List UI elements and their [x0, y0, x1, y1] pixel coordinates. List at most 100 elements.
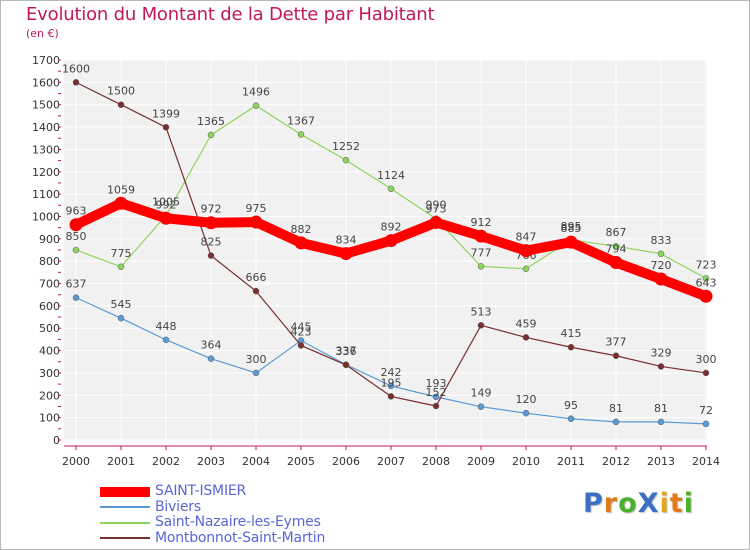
- logo-letter: o: [618, 488, 638, 519]
- data-label: 329: [651, 346, 672, 359]
- data-point: [114, 196, 128, 210]
- data-label: 448: [156, 320, 177, 333]
- line-chart: 0 100 200 300 400 500 600 700 800 900 1000 1100 1200…: [32, 54, 720, 468]
- data-label: 300: [696, 353, 717, 366]
- data-label: 1252: [332, 140, 360, 153]
- logo-letter: t: [669, 488, 684, 519]
- data-point: [117, 263, 125, 271]
- logo-letter: i: [683, 488, 694, 519]
- data-point: [207, 252, 215, 259]
- series-saint-ismier: 963 1059 992 972 975 882 834 892 973 912 847 885 794…: [66, 183, 717, 303]
- data-point: [567, 415, 575, 423]
- x-tick-label: 2009: [467, 455, 495, 468]
- legend-item: SAINT-ISMIER: [100, 483, 325, 500]
- data-point: [657, 363, 665, 370]
- x-tick-label: 2013: [647, 455, 675, 468]
- data-point: [522, 334, 530, 341]
- data-label: 867: [606, 226, 627, 239]
- data-label: 825: [201, 236, 222, 249]
- data-label: 152: [426, 386, 447, 399]
- x-tick-label: 2005: [287, 455, 315, 468]
- data-label: 992: [156, 198, 177, 211]
- data-label: 975: [246, 202, 267, 215]
- data-label: 892: [381, 221, 402, 234]
- data-label: 95: [564, 399, 578, 412]
- data-label: 882: [291, 223, 312, 236]
- data-label: 963: [66, 205, 87, 218]
- data-label: 336: [336, 345, 357, 358]
- chart-subtitle: (en €): [26, 27, 59, 40]
- data-point: [609, 256, 623, 270]
- y-tick-label: 1500: [32, 99, 60, 112]
- series-saint-nazaire-les-eymes: 8507751005136514961367125211249907777668…: [66, 86, 717, 282]
- x-tick-label: 2012: [602, 455, 630, 468]
- data-point: [702, 420, 710, 428]
- data-point: [567, 343, 575, 351]
- data-point: [342, 361, 350, 369]
- legend-label: Biviers: [155, 498, 201, 515]
- data-label: 513: [471, 305, 492, 318]
- y-tick-label: 1600: [32, 76, 60, 89]
- data-point: [204, 216, 218, 230]
- y-tick-label: 700: [39, 278, 60, 291]
- legend-swatch: [100, 486, 150, 497]
- proxiti-logo: ProXiti: [583, 488, 694, 519]
- x-tick-label: 2014: [692, 455, 720, 468]
- data-point: [432, 402, 440, 410]
- data-point: [162, 336, 170, 344]
- data-point: [477, 263, 485, 270]
- data-point: [207, 355, 215, 362]
- x-tick-label: 2002: [152, 455, 180, 468]
- data-point: [474, 229, 488, 243]
- data-point: [387, 382, 395, 390]
- logo-letter: X: [637, 488, 660, 519]
- y-tick-label: 400: [39, 345, 60, 358]
- data-label: 972: [201, 203, 222, 216]
- data-point: [72, 294, 80, 301]
- legend-swatch: [100, 521, 150, 524]
- y-tick-label: 1000: [32, 210, 60, 223]
- data-label: 723: [696, 258, 717, 271]
- data-label: 1496: [242, 86, 270, 99]
- data-point: [339, 247, 353, 261]
- x-tick-label: 2000: [62, 455, 90, 468]
- y-tick-label: 1700: [32, 54, 60, 67]
- y-tick-label: 900: [39, 233, 60, 246]
- chart-legend: SAINT-ISMIER Biviers Saint-Nazaire-les-Eym…: [100, 483, 325, 546]
- data-point: [612, 242, 620, 250]
- data-label: 545: [111, 298, 132, 311]
- y-tick-label: 1400: [32, 121, 60, 134]
- data-label: 1365: [197, 115, 225, 128]
- y-tick-label: 1300: [32, 143, 60, 156]
- data-label: 833: [651, 234, 672, 247]
- legend-label: SAINT-ISMIER: [155, 483, 247, 499]
- data-label: 847: [516, 231, 537, 244]
- data-label: 885: [561, 222, 582, 235]
- data-label: 415: [561, 327, 582, 340]
- data-label: 1005: [152, 195, 180, 208]
- data-label: 1124: [377, 169, 405, 182]
- data-label: 666: [246, 271, 267, 284]
- data-point: [252, 102, 260, 109]
- data-point: [699, 289, 713, 303]
- data-label: 1500: [107, 85, 135, 98]
- data-point: [387, 185, 395, 193]
- data-point: [387, 393, 395, 400]
- legend-swatch: [100, 506, 150, 509]
- y-tick-label: 1100: [32, 188, 60, 201]
- data-point: [162, 124, 170, 131]
- data-point: [384, 234, 398, 248]
- data-point: [477, 403, 485, 410]
- data-point: [564, 235, 578, 249]
- legend-swatch: [100, 537, 150, 540]
- data-point: [297, 342, 305, 349]
- x-tick-label: 2001: [107, 455, 135, 468]
- y-tick-label: 0: [53, 434, 60, 447]
- data-label: 1367: [287, 114, 315, 127]
- data-label: 777: [471, 246, 492, 259]
- data-label: 242: [381, 366, 402, 379]
- series-biviers: 637 545 448 364 300 445 337 242 193 149 120 95 81 81 7…: [66, 278, 713, 428]
- data-point: [702, 275, 710, 282]
- data-point: [252, 369, 260, 377]
- data-point: [294, 236, 308, 250]
